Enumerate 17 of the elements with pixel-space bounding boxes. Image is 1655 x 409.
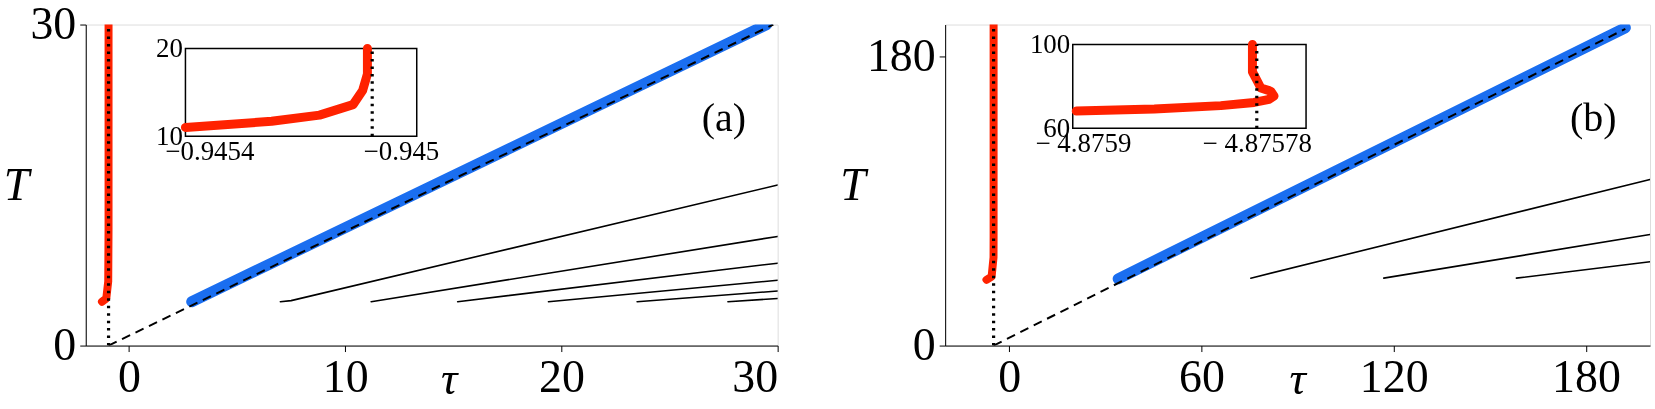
x-tick-label: 120 (1359, 350, 1429, 402)
y-tick-label: 100 (1029, 28, 1071, 59)
x-tick-label: 0 (998, 350, 1022, 402)
annotation: (b) (1569, 95, 1617, 141)
x-tick-label: 180 (1552, 350, 1621, 402)
x-tick-label: 30 (732, 350, 779, 402)
x-tick-label: −0.945 (363, 135, 440, 166)
y-axis-title: T (840, 158, 870, 210)
x-tick-label: − 4.87578 (1202, 127, 1312, 158)
x-axis-title: τ (1289, 352, 1308, 404)
x-tick-label: 20 (539, 350, 585, 402)
annotation: (a) (701, 95, 746, 141)
x-tick-label: 0 (118, 350, 141, 402)
x-axis-title: τ (440, 352, 459, 404)
x-tick-label: 60 (1179, 350, 1225, 402)
x-tick-label: 10 (322, 350, 369, 402)
y-axis-title: T (3, 158, 33, 210)
